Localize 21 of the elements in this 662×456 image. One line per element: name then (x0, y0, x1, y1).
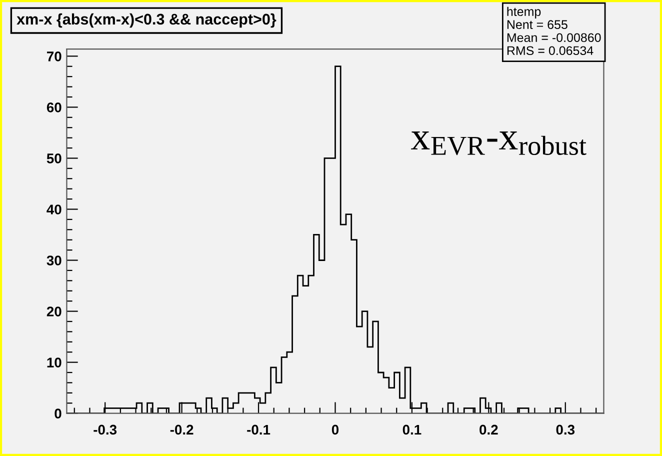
x-tick-label: 0.2 (480, 424, 498, 435)
text: Mean = -0.00860 (507, 33, 601, 42)
y-tick-label: 40 (46, 204, 62, 214)
y-tick-label: 10 (47, 358, 62, 368)
y-tick-label: 70 (47, 51, 62, 62)
annotation: x$_{EVR}$-x$_{robust}$ (411, 132, 586, 156)
x-tick-label: 0.3 (556, 424, 575, 435)
y-tick-label: 50 (46, 154, 62, 164)
x-tick-label: 0.1 (402, 424, 422, 435)
x-tick-label: -0.1 (247, 424, 270, 435)
annotation: RMS = 0.06534 (507, 46, 594, 56)
chart-title: xm-x {abs(xm-x)<0.3 && naccept>0} (16, 13, 276, 28)
text: htemp (507, 6, 541, 18)
y-tick-label: 30 (46, 256, 62, 266)
y-tick-label: 20 (46, 306, 62, 316)
x-tick-label: -0.3 (94, 424, 117, 435)
x-tick-label: -0.2 (170, 424, 194, 435)
x-tick-label: 0 (332, 424, 339, 435)
text: Nent = 655 (507, 20, 568, 30)
y-tick-label: 60 (46, 102, 62, 112)
y-tick-label: 0 (54, 408, 62, 418)
